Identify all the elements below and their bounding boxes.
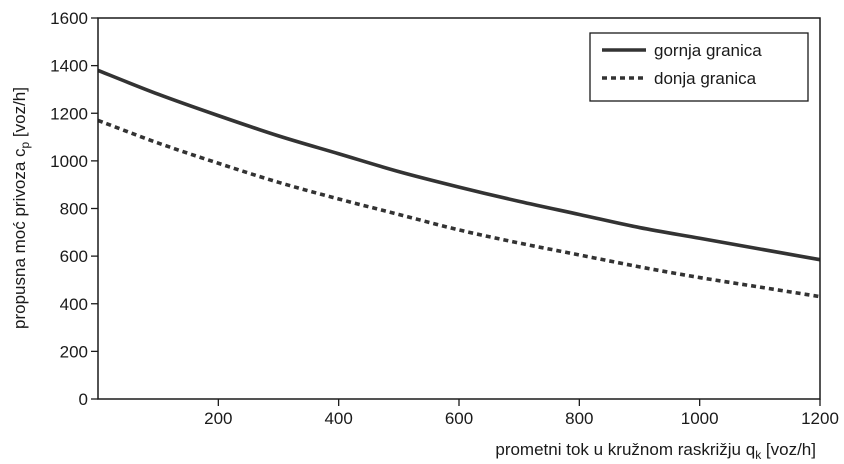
legend-label-donja-granica: donja granica	[654, 69, 757, 88]
legend: gornja granica donja granica	[589, 32, 809, 102]
series-layer	[97, 68, 821, 299]
y-axis-title-main: propusna moć privoza c	[10, 148, 29, 329]
x-axis-title-main: prometni tok u kružnom raskrižju q	[495, 440, 755, 459]
x-axis-title: prometni tok u kružnom raskrižju qk [voz…	[495, 440, 816, 462]
y-tick-label: 0	[79, 390, 88, 409]
y-tick-label: 600	[60, 247, 88, 266]
series-line-gornja-granica	[97, 68, 821, 262]
y-axis-title: propusna moć privoza cp [voz/h]	[10, 87, 32, 329]
y-axis-title-unit: [voz/h]	[10, 87, 29, 142]
y-tick-label: 1600	[50, 9, 88, 28]
y-tick-label: 400	[60, 295, 88, 314]
y-tick-label: 1400	[50, 57, 88, 76]
x-tick-label: 800	[565, 409, 593, 428]
x-axis-title-subscript: k	[755, 448, 762, 462]
y-tick-label: 800	[60, 200, 88, 219]
x-axis-title-unit: [voz/h]	[761, 440, 816, 459]
y-axis-title-subscript: p	[18, 142, 32, 149]
series-line-donja-granica	[97, 118, 821, 299]
legend-box	[589, 32, 809, 102]
x-tick-label: 200	[204, 409, 232, 428]
x-tick-label: 1200	[801, 409, 839, 428]
x-tick-label: 1000	[681, 409, 719, 428]
y-tick-label: 1200	[50, 104, 88, 123]
y-tick-label: 1000	[50, 152, 88, 171]
plot-frame	[97, 17, 821, 400]
ticks-layer: 0 200 400 600 800 1000 1200 1400 1600 200 400 600 80…	[50, 9, 839, 428]
x-tick-label: 400	[324, 409, 352, 428]
legend-label-gornja-granica: gornja granica	[654, 41, 762, 60]
y-tick-label: 200	[60, 342, 88, 361]
x-tick-label: 600	[445, 409, 473, 428]
